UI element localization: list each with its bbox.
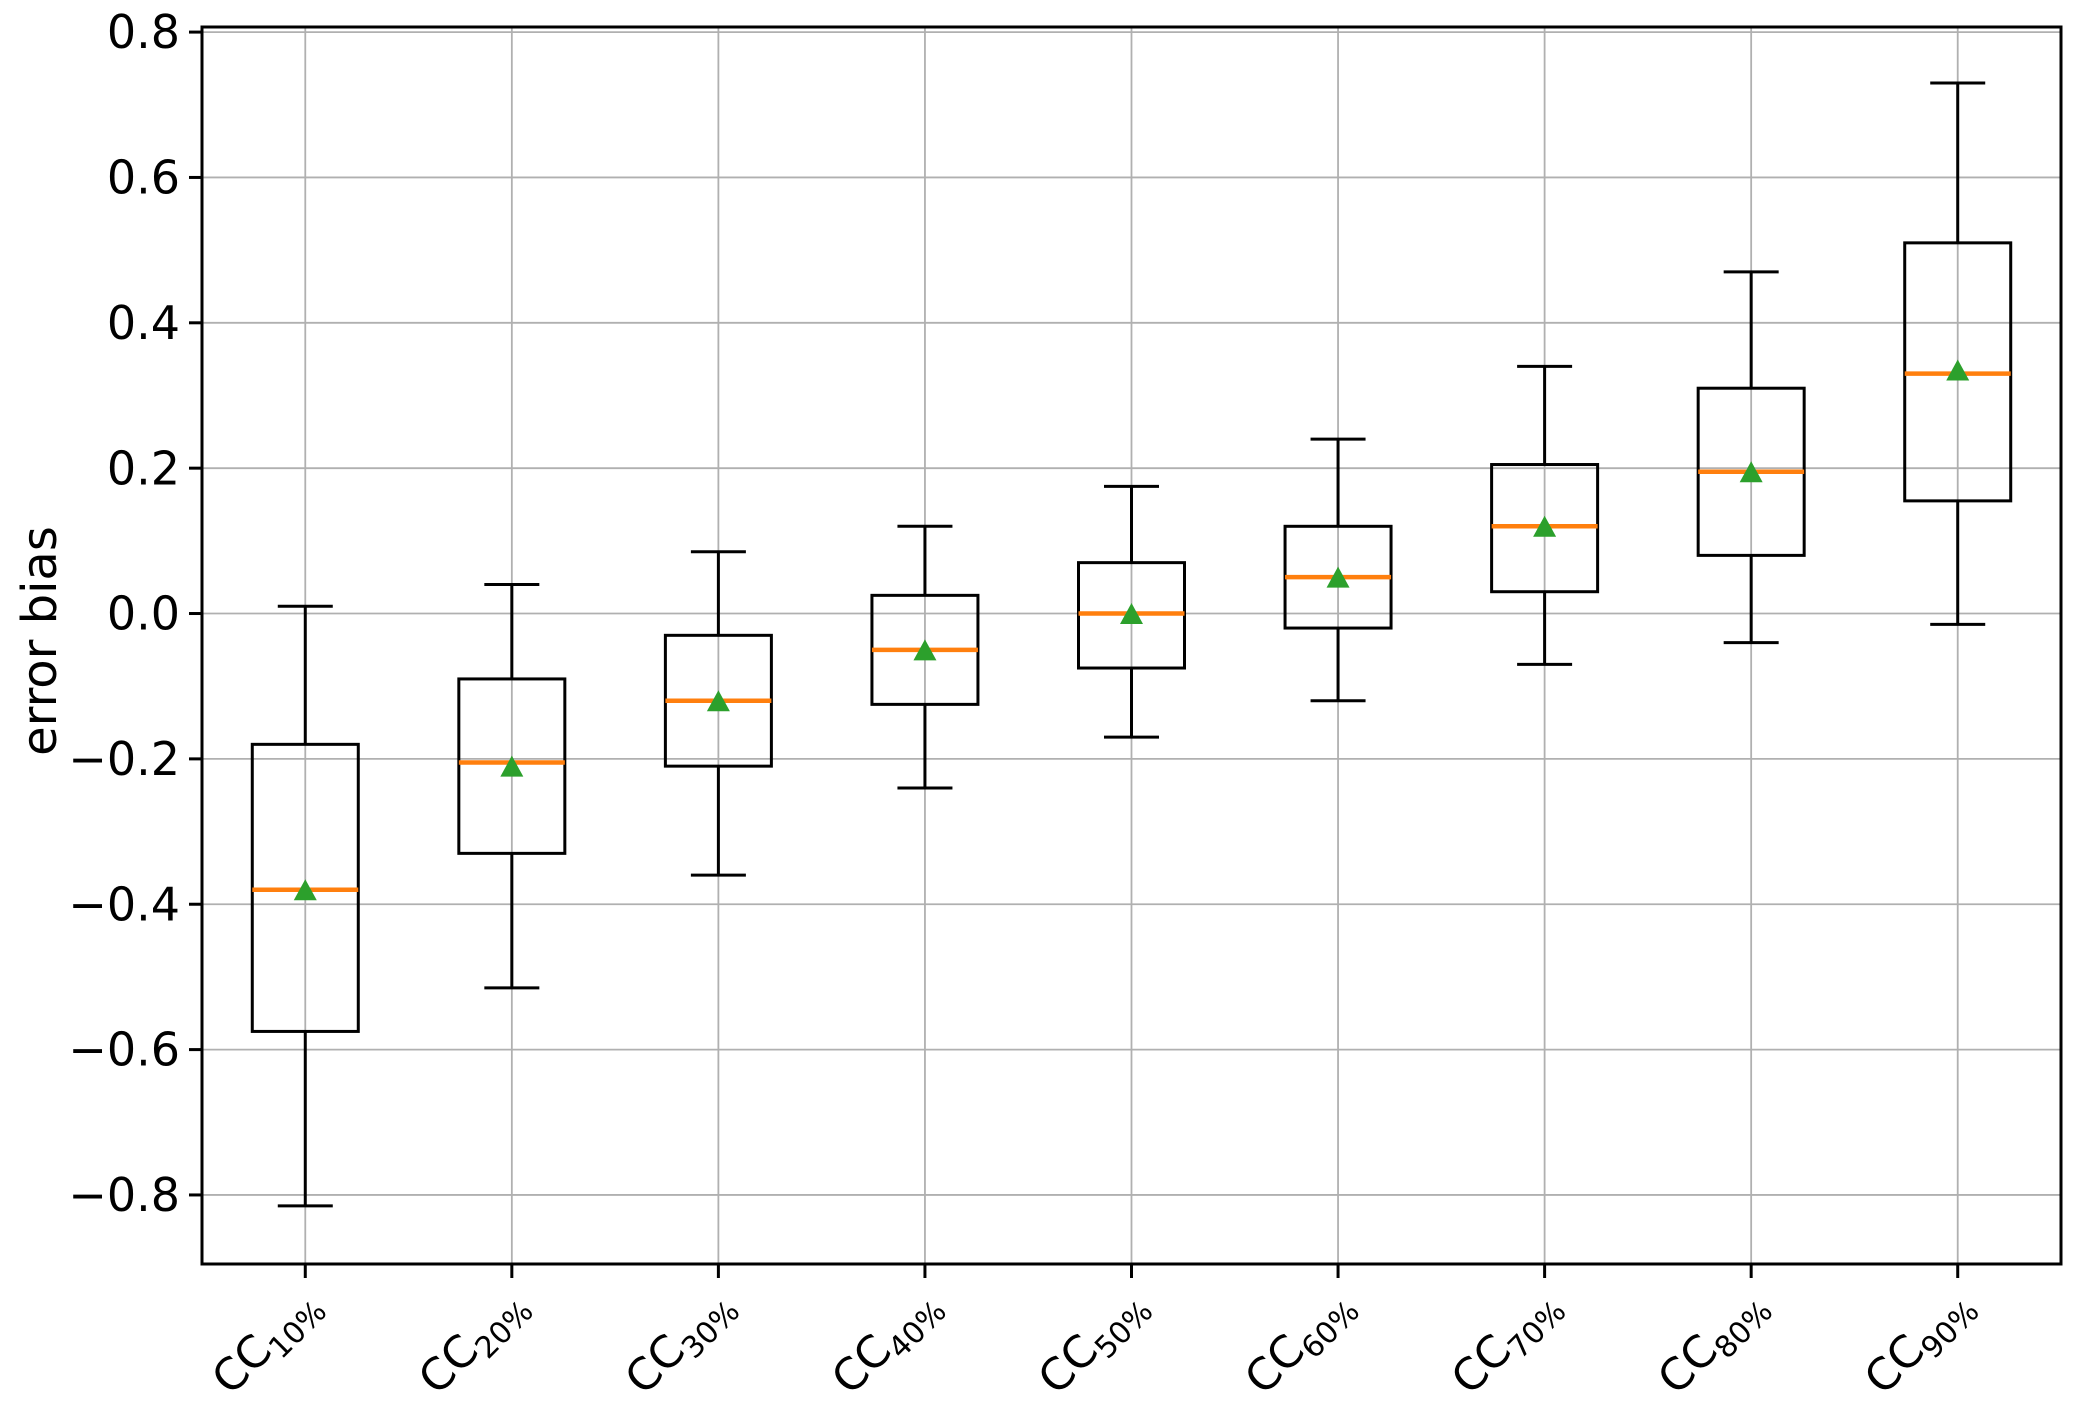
mean-marker xyxy=(913,639,937,661)
mean-marker xyxy=(1326,566,1350,588)
x-tick-label: CC80% xyxy=(1648,1278,1780,1410)
x-tick-label: CC30% xyxy=(615,1278,747,1410)
y-tick-label: −0.2 xyxy=(68,732,180,786)
x-tick-label: CC60% xyxy=(1235,1278,1367,1410)
y-tick-label: −0.8 xyxy=(68,1168,180,1222)
mean-marker xyxy=(1739,461,1763,483)
mean-marker xyxy=(500,755,524,777)
y-tick-label: 0.2 xyxy=(107,441,180,495)
mean-marker xyxy=(1120,603,1143,625)
mean-marker xyxy=(293,879,317,901)
y-tick-label: −0.6 xyxy=(68,1023,180,1077)
box-rect xyxy=(457,677,567,855)
y-tick-label: 0.0 xyxy=(107,587,180,641)
mean-marker xyxy=(1533,515,1557,537)
y-axis-label: error bias xyxy=(12,526,68,756)
x-tick-label: CC50% xyxy=(1029,1278,1161,1410)
x-tick-label: CC40% xyxy=(822,1278,954,1410)
y-tick-label: −0.4 xyxy=(68,877,180,931)
x-tick-label: CC20% xyxy=(409,1278,541,1410)
mean-marker xyxy=(1946,359,1970,381)
x-tick-label: CC70% xyxy=(1442,1278,1574,1410)
mean-marker xyxy=(706,690,730,712)
y-tick-label: 0.4 xyxy=(107,296,180,350)
x-tick-label: CC90% xyxy=(1855,1278,1987,1410)
x-tick-label: CC10% xyxy=(202,1278,334,1410)
y-tick-label: 0.8 xyxy=(107,5,180,59)
y-tick-label: 0.6 xyxy=(107,151,180,205)
